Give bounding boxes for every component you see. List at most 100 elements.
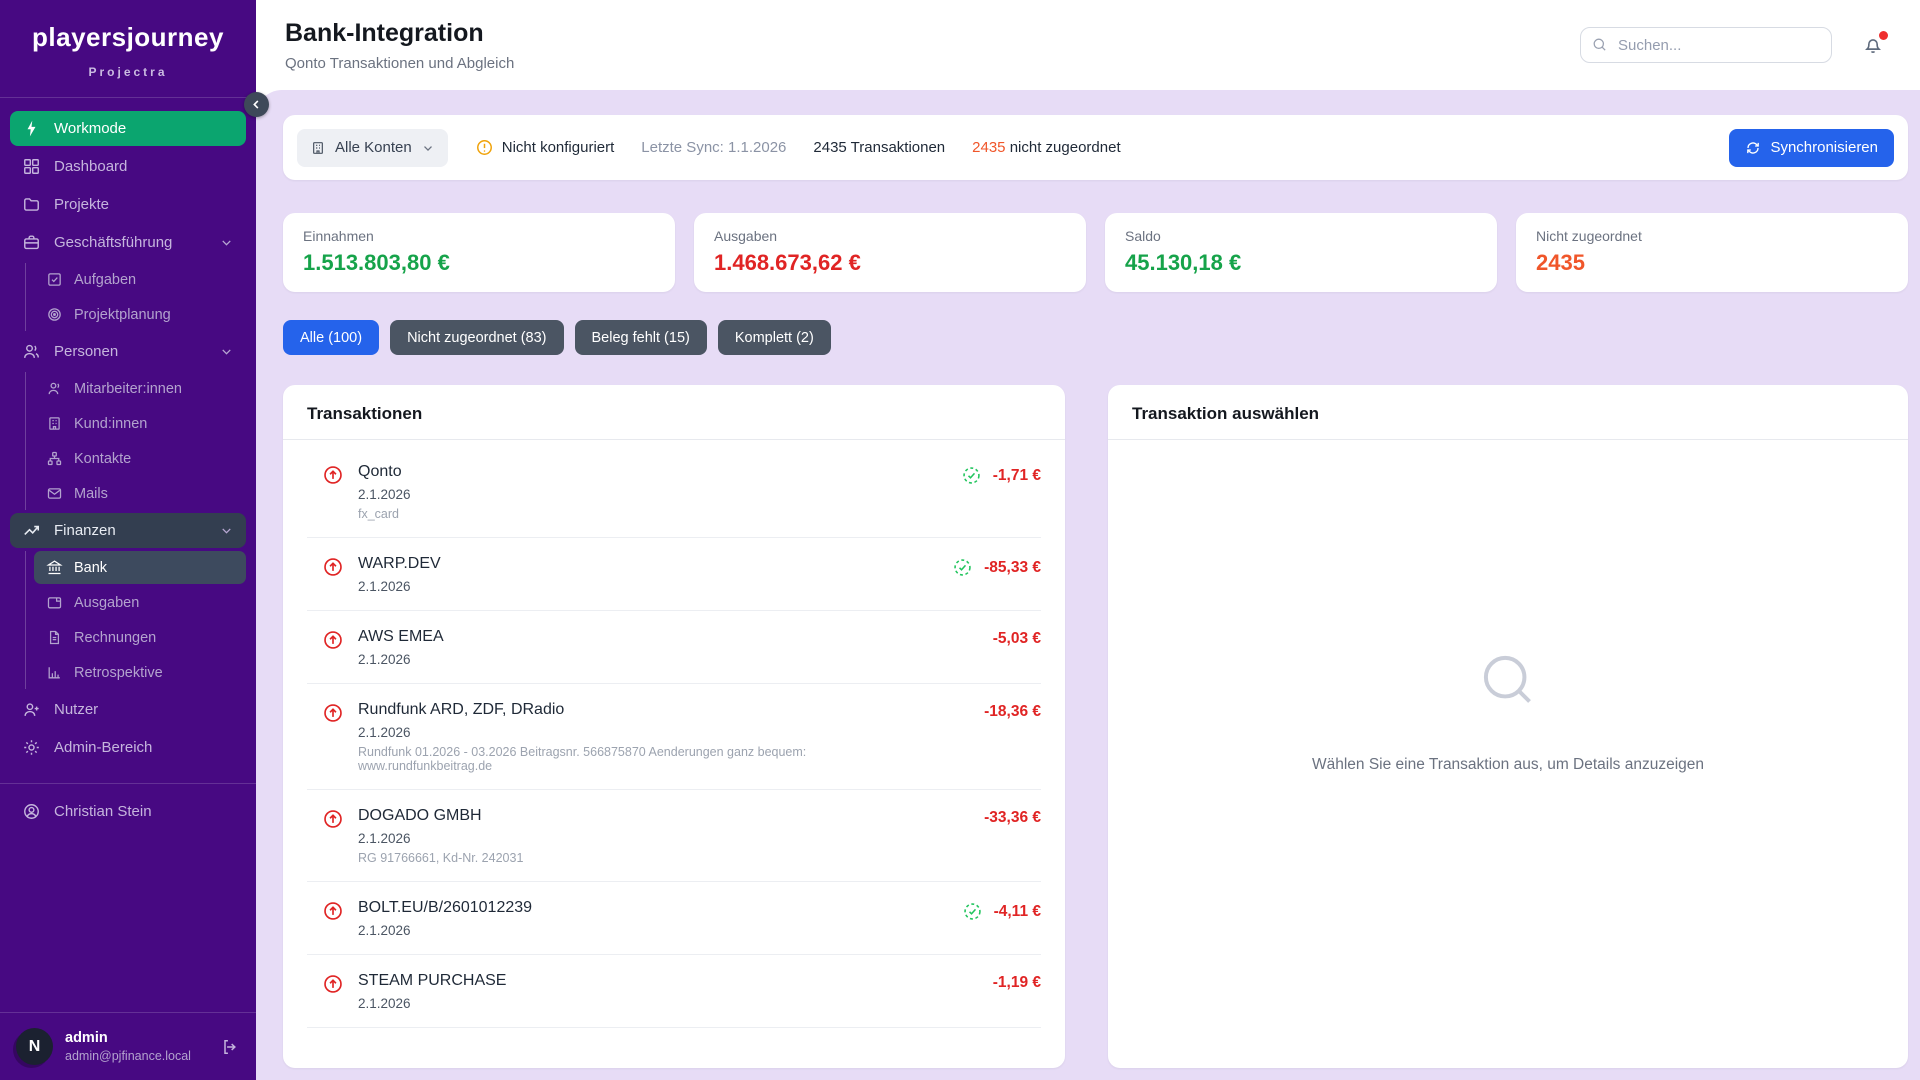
transaction-name: Rundfunk ARD, ZDF, DRadio (358, 701, 565, 718)
sidebar-item-nutzer[interactable]: Nutzer (10, 692, 246, 727)
sidebar-item-label: Kontakte (74, 450, 132, 467)
transaction-info: BOLT.EU/B/2601012239 2.1.2026 (358, 899, 532, 938)
topbar-right (1580, 27, 1888, 63)
transaction-row[interactable]: DOGADO GMBH 2.1.2026 RG 91766661, Kd-Nr.… (307, 790, 1041, 882)
sidebar-item-kunden[interactable]: Kund:innen (34, 407, 246, 440)
notifications[interactable] (1862, 31, 1888, 56)
page-heading: Bank-Integration Qonto Transaktionen und… (285, 19, 514, 72)
outgoing-arrow-icon (324, 902, 342, 920)
filter-komplett[interactable]: Komplett (2) (717, 320, 831, 355)
briefcase-icon (24, 235, 39, 250)
transaction-name: STEAM PURCHASE (358, 972, 507, 989)
brand-logo: playersjourney (32, 22, 224, 52)
sidebar-item-label: Kund:innen (74, 415, 148, 432)
folder-icon (24, 198, 39, 211)
sidebar-item-kontakte[interactable]: Kontakte (34, 442, 246, 475)
sidebar-item-projektplanung[interactable]: Projektplanung (34, 298, 246, 331)
filter-alle[interactable]: Alle (100) (283, 320, 380, 355)
user-info: admin admin@pjfinance.local (65, 1029, 191, 1065)
transaction-row[interactable]: STEAM PURCHASE 2.1.2026 -1,19 € (307, 955, 1041, 1028)
sidebar-item-rechnungen[interactable]: Rechnungen (34, 621, 246, 654)
refresh-icon (1747, 141, 1760, 154)
chevron-left-icon (253, 100, 259, 109)
sidebar-item-profil[interactable]: Christian Stein (10, 794, 246, 829)
outgoing-arrow-icon (324, 975, 342, 993)
transactions-panel-title: Transaktionen (283, 385, 1065, 440)
card-label: Ausgaben (714, 228, 778, 244)
sidebar-item-projekte[interactable]: Projekte (10, 187, 246, 222)
building-icon (313, 141, 323, 154)
sidebar-item-geschaeftsfuehrung[interactable]: Geschäftsführung (10, 225, 246, 260)
sidebar-item-retrospektive[interactable]: Retrospektive (34, 656, 246, 689)
sidebar-item-workmode[interactable]: Workmode (10, 111, 246, 146)
sidebar-item-admin-bereich[interactable]: Admin-Bereich (10, 730, 246, 765)
card-value: 1.513.803,80 € (303, 250, 450, 275)
bank-icon (46, 560, 63, 575)
transaction-right: -33,36 € (984, 807, 1041, 827)
sidebar-item-finanzen[interactable]: Finanzen (10, 513, 246, 548)
sidebar-item-dashboard[interactable]: Dashboard (10, 149, 246, 184)
transaction-right: -4,11 € (962, 899, 1041, 922)
synchronize-label: Synchronisieren (1770, 139, 1878, 156)
target-icon (48, 308, 61, 321)
sidebar-item-label: Workmode (54, 120, 127, 137)
users-icon (24, 344, 39, 358)
brand: playersjourney Projectra (0, 0, 256, 79)
sidebar-item-mails[interactable]: Mails (34, 477, 246, 510)
sidebar-item-ausgaben[interactable]: Ausgaben (34, 586, 246, 619)
search-input[interactable] (1580, 27, 1832, 63)
sidebar-item-label: Aufgaben (74, 271, 137, 288)
detail-empty-state: Wählen Sie eine Transaktion aus, um Deta… (1108, 440, 1908, 980)
org-chart-icon (47, 451, 62, 466)
sidebar-item-label: Mitarbeiter:innen (74, 380, 182, 397)
transaction-info: STEAM PURCHASE 2.1.2026 (358, 972, 506, 1011)
chevron-down-icon (222, 349, 231, 355)
synchronize-button[interactable]: Synchronisieren (1729, 128, 1894, 167)
unassigned-value: 2435 (972, 139, 1006, 156)
sidebar-item-label: Projektplanung (74, 306, 171, 323)
transaction-right: -5,03 € (993, 628, 1041, 648)
card-value: 45.130,18 € (1125, 250, 1242, 275)
transaction-date: 2.1.2026 (358, 487, 411, 502)
sidebar-item-bank[interactable]: Bank (34, 551, 246, 584)
sidebar-item-label: Ausgaben (74, 594, 140, 611)
transaction-row[interactable]: Rundfunk ARD, ZDF, DRadio 2.1.2026 Rundf… (307, 684, 1041, 790)
filter-tabs: Alle (100) Nicht zugeordnet (83) Beleg f… (283, 320, 1908, 355)
transaction-amount: -4,11 € (993, 902, 1041, 920)
sidebar-item-aufgaben[interactable]: Aufgaben (34, 263, 246, 296)
transaction-row[interactable]: AWS EMEA 2.1.2026 -5,03 € (307, 611, 1041, 684)
sidebar-item-personen[interactable]: Personen (10, 334, 246, 369)
account-filter-dropdown[interactable]: Alle Konten (297, 128, 448, 167)
sidebar-item-mitarbeiter[interactable]: Mitarbeiter:innen (34, 372, 246, 405)
sidebar-item-label: Mails (74, 485, 108, 502)
sidebar-item-label: Admin-Bereich (54, 739, 153, 756)
transaction-name: WARP.DEV (358, 555, 441, 572)
transaction-note: fx_card (358, 507, 399, 521)
bar-chart-icon (48, 667, 60, 679)
bell-icon (1865, 39, 1881, 54)
sidebar-item-label: Finanzen (54, 522, 116, 539)
card-label: Einnahmen (303, 228, 374, 244)
subnav-personen: Mitarbeiter:innen Kund:innen Kontakte Ma… (25, 372, 246, 510)
transaction-info: AWS EMEA 2.1.2026 (358, 628, 444, 667)
transaction-row[interactable]: WARP.DEV 2.1.2026 -85,33 € (307, 538, 1041, 611)
transaction-row[interactable]: BOLT.EU/B/2601012239 2.1.2026 -4,11 € (307, 882, 1041, 955)
mail-icon (47, 488, 62, 499)
sidebar-nav: Workmode Dashboard Projekte Geschäftsfüh… (0, 108, 256, 832)
sidebar-item-label: Personen (54, 343, 119, 360)
transaction-name: Qonto (358, 463, 402, 480)
transaction-amount: -5,03 € (992, 630, 1041, 647)
logout-icon[interactable] (220, 1037, 240, 1057)
transaction-date: 2.1.2026 (358, 831, 411, 846)
transactions-panel: Transaktionen Qonto 2.1.2026 fx_card -1,… (283, 385, 1065, 1068)
filter-beleg-fehlt[interactable]: Beleg fehlt (15) (574, 320, 707, 355)
transaction-row[interactable]: Qonto 2.1.2026 fx_card -1,71 € (307, 446, 1041, 538)
grid-icon (24, 159, 39, 174)
sidebar-collapse-button[interactable] (244, 92, 269, 117)
filter-nicht-zugeordnet[interactable]: Nicht zugeordnet (83) (390, 320, 564, 355)
transaction-amount: -85,33 € (984, 558, 1041, 576)
user-email: admin@pjfinance.local (65, 1048, 191, 1063)
brand-product: Projectra (88, 65, 168, 79)
transaction-right: -1,19 € (993, 972, 1041, 992)
card-label: Saldo (1125, 228, 1161, 244)
